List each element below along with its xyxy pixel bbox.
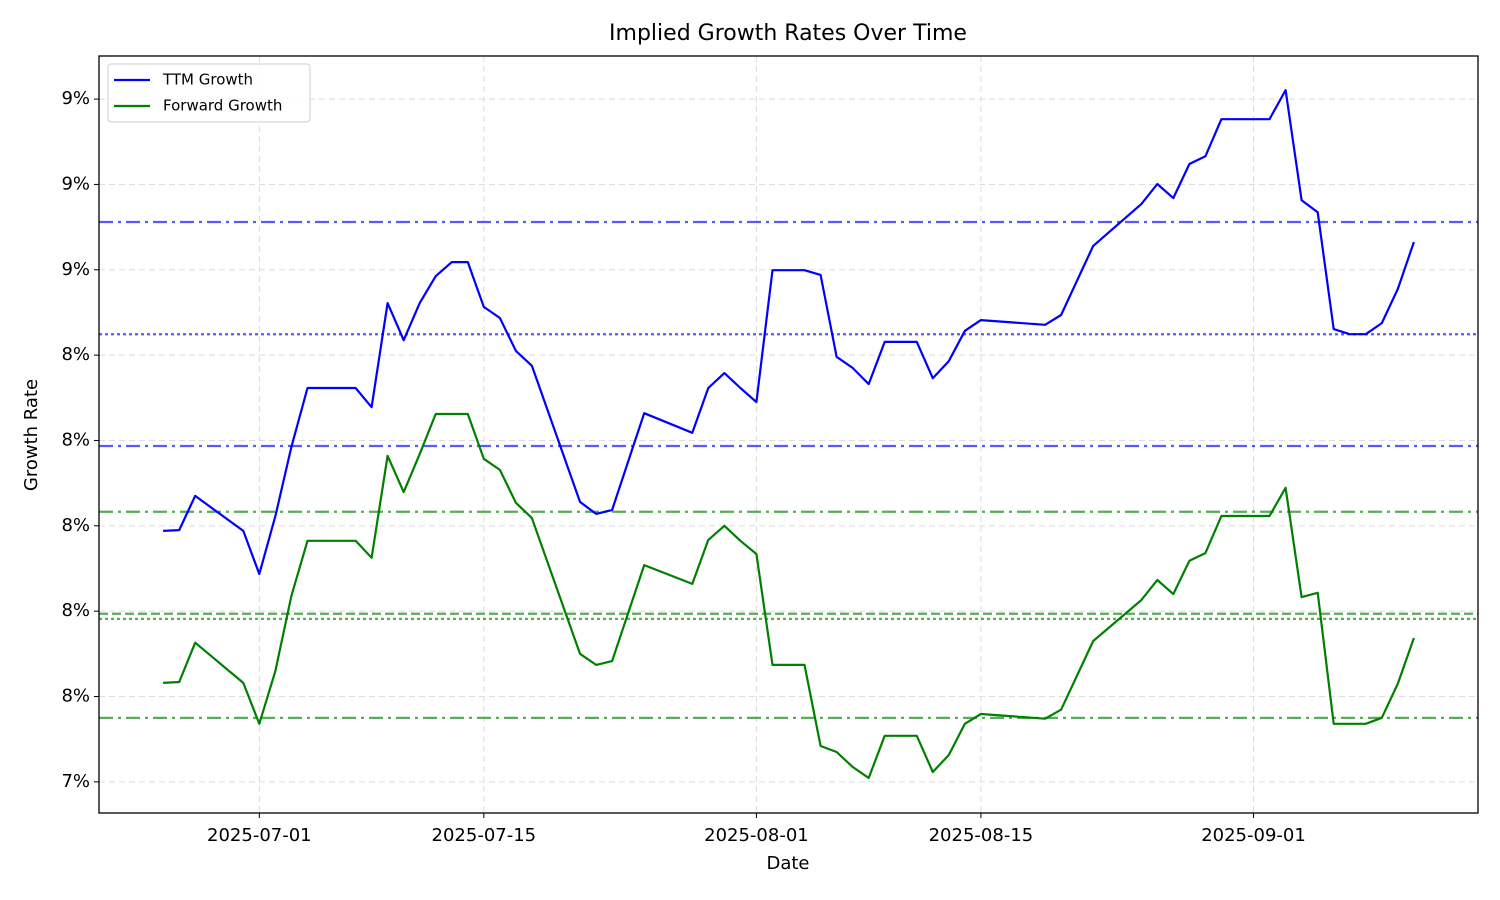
y-tick-label: 8% bbox=[61, 600, 90, 621]
chart-title: Implied Growth Rates Over Time bbox=[609, 21, 967, 46]
y-tick-label: 9% bbox=[61, 259, 90, 280]
x-tick-label: 2025-07-15 bbox=[432, 825, 537, 846]
plot-frame bbox=[98, 55, 1479, 814]
legend: TTM Growth Forward Growth bbox=[107, 63, 311, 123]
y-tick-label: 8% bbox=[61, 344, 90, 365]
data-line bbox=[163, 412, 1415, 780]
x-tick-label: 2025-07-01 bbox=[207, 825, 312, 846]
legend-box bbox=[107, 63, 311, 123]
data-line bbox=[163, 89, 1415, 576]
legend-label: Forward Growth bbox=[163, 97, 282, 115]
legend-label: TTM Growth bbox=[162, 71, 253, 89]
x-tick-label: 2025-09-01 bbox=[1201, 825, 1306, 846]
y-tick-label: 8% bbox=[61, 686, 90, 707]
y-tick-label: 7% bbox=[61, 771, 90, 792]
y-axis-label: Growth Rate bbox=[21, 379, 42, 491]
y-tick-label: 9% bbox=[61, 88, 90, 109]
x-tick-label: 2025-08-15 bbox=[929, 825, 1034, 846]
y-tick-label: 8% bbox=[61, 429, 90, 450]
x-tick-label: 2025-08-01 bbox=[704, 825, 809, 846]
y-tick-label: 9% bbox=[61, 173, 90, 194]
y-tick-label: 8% bbox=[61, 515, 90, 536]
x-axis-label: Date bbox=[766, 853, 809, 874]
